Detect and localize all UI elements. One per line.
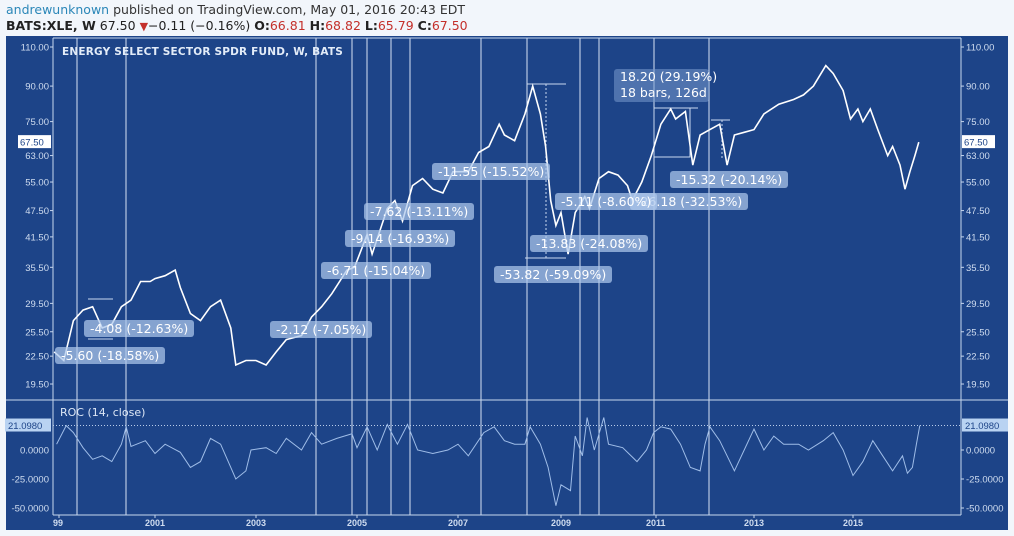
- roc-last-label-right-bg: [962, 418, 1008, 432]
- time-tick-label: 99: [53, 518, 63, 528]
- price-tick-label-left: 63.00: [25, 151, 49, 162]
- roc-tick-label-right: 0.0000: [966, 446, 995, 457]
- price-series-line: [53, 64, 920, 367]
- measurement-label[interactable]: -15.32 (-20.14%): [670, 171, 789, 188]
- roc-last-label-right: 21.0980: [965, 421, 999, 432]
- roc-last-label-left-bg: [5, 418, 51, 432]
- last-price-label-left: 67.50: [20, 138, 44, 149]
- price-tick-label-left: 19.50: [25, 380, 49, 391]
- last-price: 67.50: [99, 18, 136, 33]
- measurement-label[interactable]: -6.71 (-15.04%): [321, 262, 432, 279]
- publish-info: andrewunknown published on TradingView.c…: [6, 2, 465, 17]
- price-tick-label-left: 29.50: [25, 299, 49, 310]
- time-tick-label: 2009: [551, 518, 571, 528]
- price-change: −0.11 (−0.16%): [148, 18, 251, 33]
- roc-last-label-left: 21.0980: [8, 421, 42, 432]
- time-tick-label: 2007: [448, 518, 468, 528]
- price-tick-label-left: 25.50: [25, 327, 49, 338]
- close-label: C:: [417, 18, 432, 33]
- last-price-label-left-bg: [18, 135, 51, 149]
- roc-indicator-title[interactable]: ROC (14, close): [60, 406, 146, 419]
- measurement-label[interactable]: -11.55 (-15.52%): [432, 163, 551, 180]
- open-value: 66.81: [269, 18, 306, 33]
- price-tick-label-right: 19.50: [966, 380, 990, 391]
- price-tick-label-left: 47.50: [25, 206, 49, 217]
- price-tick-label-left: 110.00: [21, 43, 49, 54]
- measurement-label[interactable]: -13.83 (-24.08%): [530, 235, 649, 252]
- chart-title: ENERGY SELECT SECTOR SPDR FUND, W, BATS: [62, 46, 344, 58]
- time-tick-label: 2011: [646, 518, 666, 528]
- price-tick-label-right: 90.00: [966, 82, 990, 93]
- price-tick-label-right: 110.00: [966, 43, 994, 54]
- price-tick-label-left: 41.50: [25, 232, 49, 243]
- price-tick-label-left: 90.00: [25, 82, 49, 93]
- last-price-label-right: 67.50: [964, 138, 988, 149]
- price-tick-label-right: 55.00: [966, 178, 990, 189]
- measurement-label[interactable]: -5.11 (-8.60%): [555, 193, 658, 210]
- measurement-label[interactable]: -7.62 (-13.11%): [364, 203, 475, 220]
- time-tick-label: 2015: [843, 518, 863, 528]
- price-tick-label-right: 75.00: [966, 117, 990, 128]
- price-tick-label-left: 22.50: [25, 352, 49, 363]
- last-price-label-right-bg: [962, 135, 995, 149]
- low-value: 65.79: [377, 18, 414, 33]
- measurement-label[interactable]: -4.08 (-12.63%): [84, 320, 195, 337]
- roc-series-line: [56, 417, 921, 506]
- triangle-down-icon: ▼: [139, 20, 149, 33]
- price-tick-label-right: 25.50: [966, 327, 990, 338]
- symbol: BATS:XLE, W: [6, 18, 96, 33]
- gain-duration: 18 bars, 126d: [620, 85, 707, 100]
- measurement-label[interactable]: -5.60 (-18.58%): [55, 347, 166, 364]
- high-label: H:: [309, 18, 326, 33]
- measurement-label[interactable]: -53.82 (-59.09%): [494, 266, 613, 283]
- roc-tick-label-right: -50.0000: [966, 504, 1004, 515]
- author-link[interactable]: andrewunknown: [6, 2, 110, 17]
- gain-measurement-label[interactable]: 18.20 (29.19%) 18 bars, 126d: [614, 69, 718, 102]
- close-value: 67.50: [431, 18, 468, 33]
- time-tick-label: 2013: [744, 518, 764, 528]
- published-text: published on TradingView.com, May 01, 20…: [113, 2, 466, 17]
- low-label: L:: [364, 18, 378, 33]
- roc-tick-label-right: -25.0000: [966, 475, 1004, 486]
- measurement-label[interactable]: -9.14 (-16.93%): [345, 230, 456, 247]
- roc-tick-label-left: -50.0000: [11, 504, 49, 515]
- measurement-brackets: [88, 83, 730, 340]
- time-tick-label: 2003: [246, 518, 266, 528]
- price-tick-label-right: 41.50: [966, 232, 990, 243]
- price-tick-label-right: 35.50: [966, 263, 990, 274]
- chart-background: [6, 36, 1008, 530]
- high-value: 68.82: [325, 18, 361, 33]
- price-tick-label-left: 35.50: [25, 263, 49, 274]
- price-tick-label-right: 22.50: [966, 352, 990, 363]
- time-tick-label: 2005: [347, 518, 367, 528]
- price-tick-label-right: 63.00: [966, 151, 990, 162]
- open-label: O:: [254, 18, 270, 33]
- axes: 110.00 110.00 90.00 90.00 75.00 75.00 63.00 63.…: [5, 37, 1008, 528]
- measurement-label[interactable]: -26.18 (-32.53%): [630, 193, 749, 210]
- symbol-info: BATS:XLE, W 67.50 ▼−0.11 (−0.16%) O:66.8…: [6, 18, 468, 33]
- measurement-label[interactable]: -2.12 (-7.05%): [270, 321, 373, 338]
- price-tick-label-right: 29.50: [966, 299, 990, 310]
- time-tick-label: 2001: [145, 518, 165, 528]
- price-tick-label-left: 55.00: [25, 178, 49, 189]
- price-tick-label-left: 75.00: [25, 117, 49, 128]
- roc-tick-label-left: 0.0000: [20, 446, 49, 457]
- gain-value: 18.20 (29.19%): [620, 69, 718, 84]
- price-tick-label-right: 47.50: [966, 206, 990, 217]
- roc-tick-label-left: -25.0000: [11, 475, 49, 486]
